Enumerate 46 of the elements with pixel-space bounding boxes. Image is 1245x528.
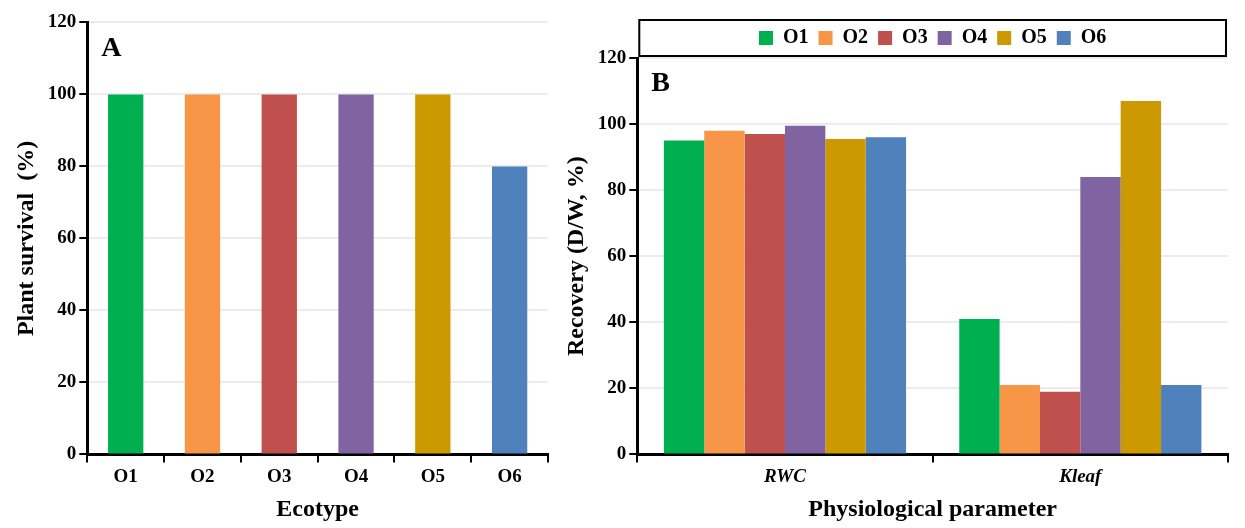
x-tick-label: O2 — [190, 464, 215, 486]
bar — [1039, 391, 1081, 454]
bar — [1120, 100, 1162, 454]
annotation: A — [101, 30, 123, 62]
legend-label: O5 — [1021, 25, 1047, 48]
bar — [784, 125, 826, 454]
y-tick-label: 120 — [597, 45, 627, 67]
bar — [865, 137, 907, 454]
x-tick-label: O6 — [497, 464, 522, 486]
y-tick-label: 100 — [47, 82, 77, 104]
annotation: B — [651, 66, 670, 98]
bar — [959, 318, 1000, 454]
y-tick-label: 40 — [607, 310, 627, 332]
legend-label: O4 — [961, 25, 988, 48]
y-tick-label: 20 — [607, 376, 627, 398]
x-tick-label: Kleaf — [1058, 464, 1104, 486]
legend-label: O3 — [902, 25, 928, 48]
y-tick-label: 60 — [57, 226, 77, 248]
x-tick-label: O3 — [267, 464, 292, 486]
y-tick-label: 40 — [57, 298, 77, 320]
x-tick-label: O1 — [113, 464, 138, 486]
y-tick-label: 0 — [66, 442, 77, 464]
y-axis-title: Recovery (D/W, %) — [561, 156, 588, 357]
legend-label: O1 — [782, 25, 809, 48]
y-axis-title: Plant survival (%) — [11, 140, 38, 337]
bar — [999, 385, 1040, 454]
x-tick-label: O4 — [343, 464, 369, 486]
y-tick-label: 20 — [57, 370, 77, 392]
y-tick-label: 60 — [607, 244, 627, 266]
y-tick-label: 80 — [57, 154, 77, 176]
y-tick-label: 120 — [47, 10, 77, 32]
y-tick-label: 0 — [616, 442, 627, 464]
x-tick-label: O5 — [420, 464, 445, 486]
bar — [825, 138, 866, 454]
x-axis-title: Physiological parameter — [808, 494, 1058, 521]
y-tick-label: 100 — [597, 111, 627, 133]
bar — [663, 140, 705, 454]
legend-label: O2 — [842, 25, 869, 48]
x-axis-title: Ecotype — [276, 494, 360, 521]
bar — [1161, 385, 1202, 454]
x-tick-label: RWC — [763, 464, 807, 486]
bar — [704, 130, 745, 454]
legend-label: O6 — [1080, 25, 1107, 48]
bar — [1080, 176, 1121, 454]
y-tick-label: 80 — [607, 178, 627, 200]
bar — [744, 133, 785, 454]
